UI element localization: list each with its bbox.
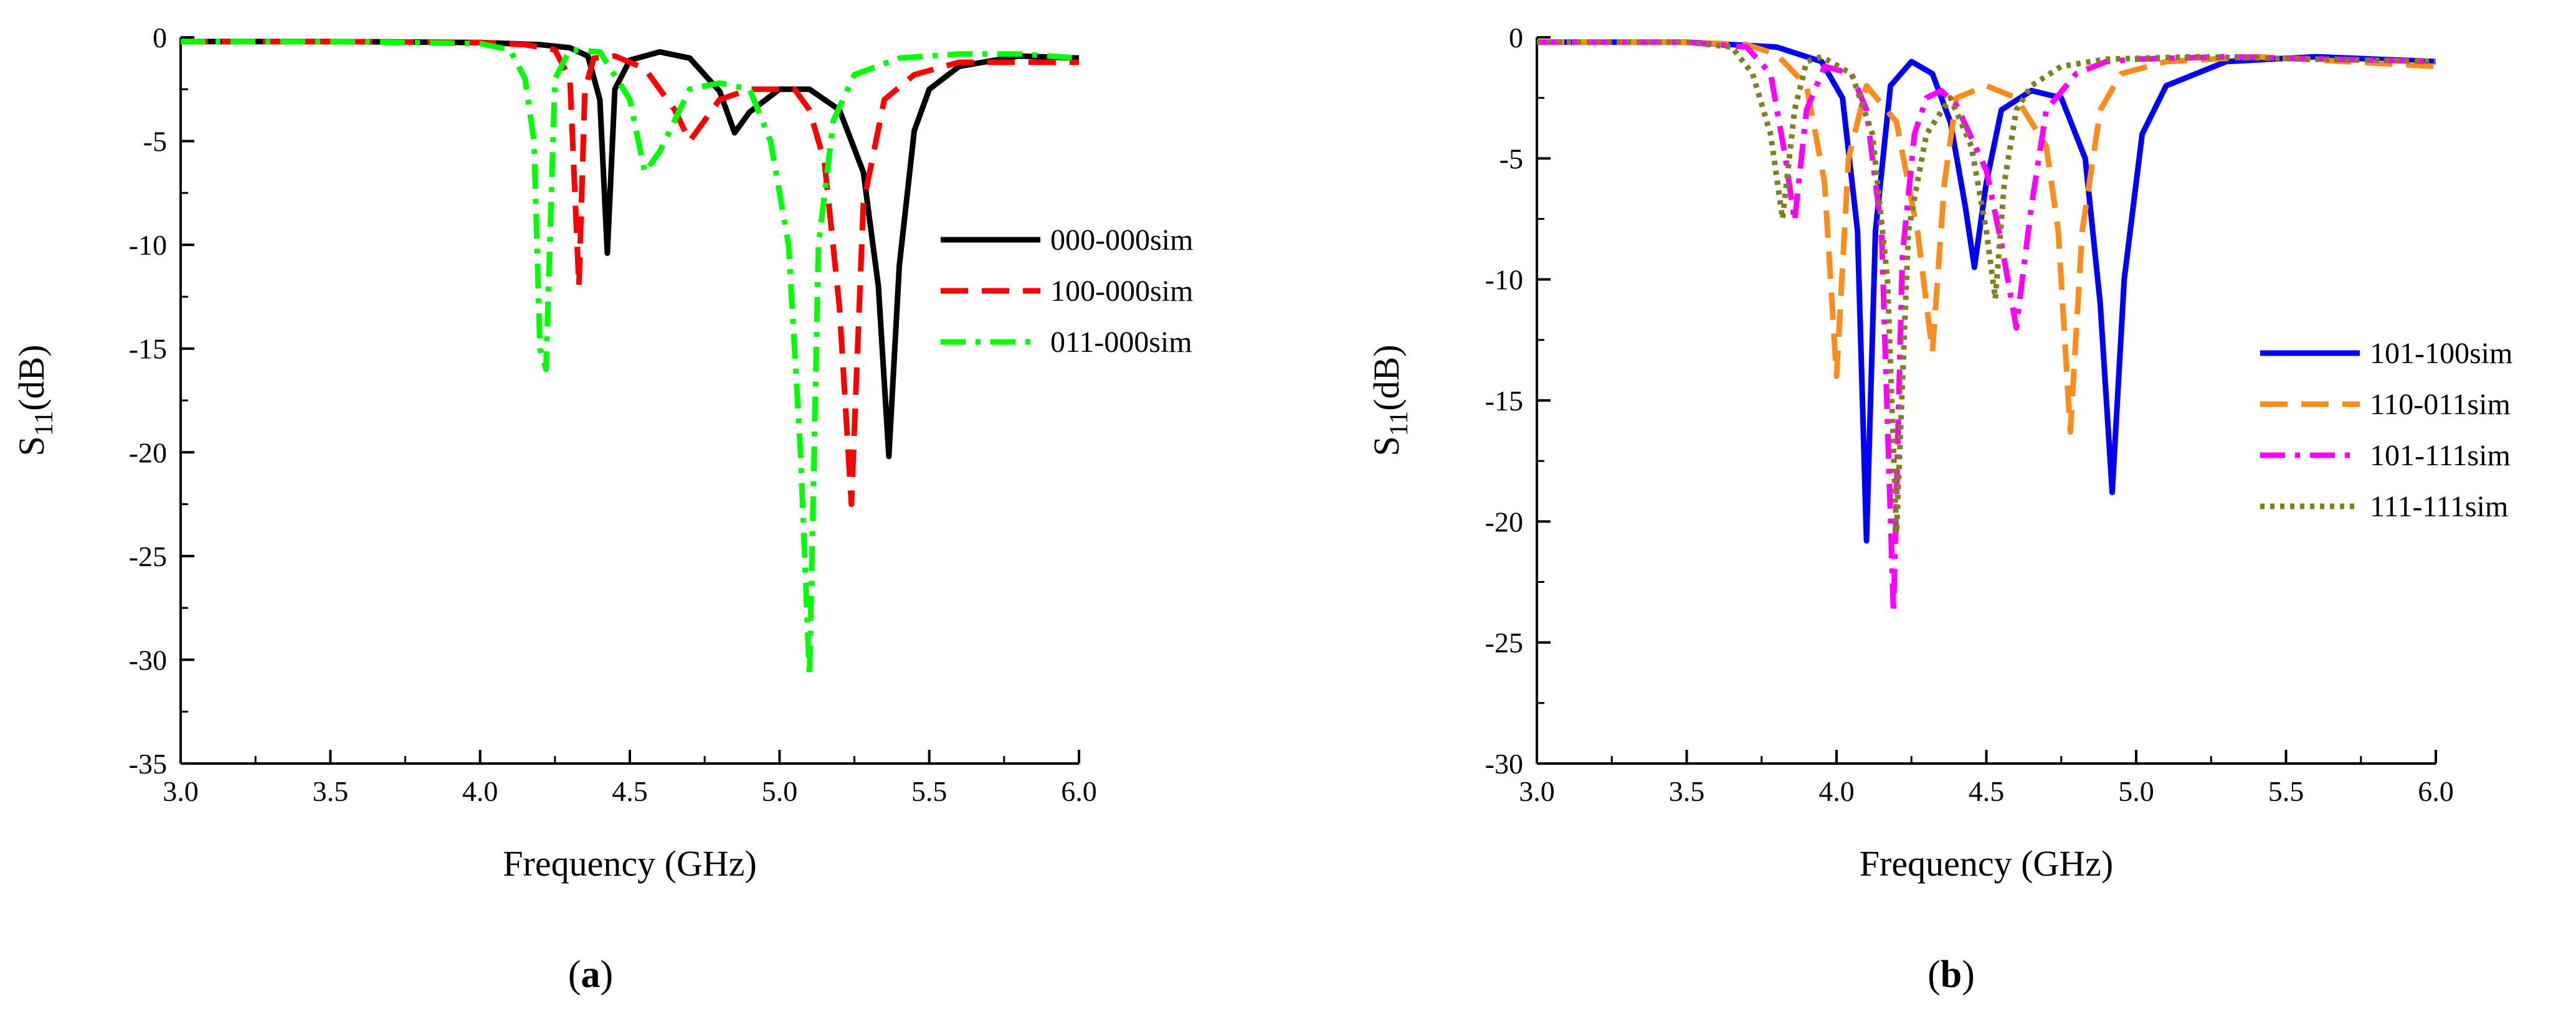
- legend-label: 000-000sim: [1050, 224, 1193, 257]
- x-tick-label: 3.5: [313, 775, 349, 807]
- y-tick-label: -30: [1485, 748, 1523, 780]
- panel-b: 3.0 3.5 4.0 4.5 5.0 5.5 6.0 0 -5 -10 -15 -20 -25 -30 F…: [1366, 22, 2512, 996]
- y-tick-label: -20: [1485, 506, 1523, 537]
- legend-label: 101-111sim: [2370, 439, 2511, 472]
- x-tick-label: 3.0: [1519, 775, 1555, 807]
- y-axis-title-text: S11(dB): [11, 344, 59, 456]
- series-line-101-100sim: [1537, 39, 2436, 544]
- y-tick-label: -35: [129, 748, 167, 780]
- x-tick-label: 5.0: [2118, 775, 2154, 807]
- y-tick-label: -5: [143, 126, 167, 158]
- y-tick-label: -25: [129, 541, 167, 572]
- x-tick-label: 4.0: [462, 775, 498, 807]
- x-axis-title: Frequency (GHz): [1860, 843, 2113, 884]
- panel-a: 3.0 3.5 4.0 4.5 5.0 5.5 6.0 0 -5 -10 -15 -20 -25 -30 -…: [11, 22, 1193, 996]
- y-axis-title-subscript: 11: [1385, 411, 1414, 436]
- y-axis-title: S11(dB): [11, 344, 59, 456]
- y-axis-title-main: S: [1366, 436, 1407, 456]
- legend-label: 111-111sim: [2370, 490, 2508, 523]
- series-line-100-000sim: [181, 39, 1079, 508]
- x-axis-title: Frequency (GHz): [503, 843, 756, 884]
- y-tick-label: -20: [129, 437, 167, 468]
- series-line-011-000sim: [181, 39, 1079, 679]
- x-tick-label: 3.0: [163, 775, 199, 807]
- x-tick-label: 4.5: [1969, 775, 2005, 807]
- panel-label: (b): [1927, 953, 1975, 996]
- y-tick-label: -15: [129, 333, 167, 365]
- y-axis-title-main: S: [11, 436, 52, 456]
- panel-label-open-paren: (: [1927, 953, 1941, 996]
- panel-label-close-paren: ): [601, 953, 614, 996]
- panel-label-close-paren: ): [1962, 953, 1975, 996]
- y-tick-label: 0: [1509, 22, 1523, 54]
- panel-label-letter: a: [581, 953, 601, 996]
- x-tick-label: 6.0: [1061, 775, 1097, 807]
- x-tick-label: 3.5: [1669, 775, 1705, 807]
- y-axis-title-unit: (dB): [1366, 344, 1407, 410]
- series-line-111-111sim: [1537, 39, 2436, 537]
- x-tick-label: 5.5: [911, 775, 948, 807]
- legend-label: 011-000sim: [1050, 326, 1192, 359]
- series-line-101-111sim: [1537, 39, 2436, 617]
- y-tick-label: -25: [1485, 627, 1523, 659]
- legend-label: 100-000sim: [1050, 275, 1193, 308]
- legend-label: 110-011sim: [2370, 388, 2511, 421]
- x-tick-label: 5.5: [2268, 775, 2304, 807]
- y-tick-label: -10: [129, 229, 167, 261]
- series-line-110-011sim: [1537, 39, 2436, 435]
- legend-label: 101-100sim: [2370, 337, 2512, 370]
- y-tick-label: -10: [1485, 264, 1523, 296]
- x-tick-label: 6.0: [2418, 775, 2454, 807]
- x-tick-label: 5.0: [762, 775, 798, 807]
- y-axis-title-unit: (dB): [11, 344, 52, 410]
- panel-label-open-paren: (: [568, 953, 581, 996]
- y-axis-title: S11(dB): [1366, 344, 1414, 456]
- y-tick-label: 0: [153, 22, 167, 54]
- y-axis-title-text: S11(dB): [1366, 344, 1414, 456]
- x-tick-label: 4.5: [612, 775, 648, 807]
- x-tick-label: 4.0: [1818, 775, 1855, 807]
- y-tick-label: -5: [1499, 143, 1523, 174]
- y-tick-label: -30: [129, 644, 167, 676]
- panel-label-letter: b: [1941, 953, 1962, 996]
- panel-label: (a): [568, 953, 613, 996]
- y-axis-title-subscript: 11: [30, 411, 59, 436]
- y-tick-label: -15: [1485, 385, 1523, 417]
